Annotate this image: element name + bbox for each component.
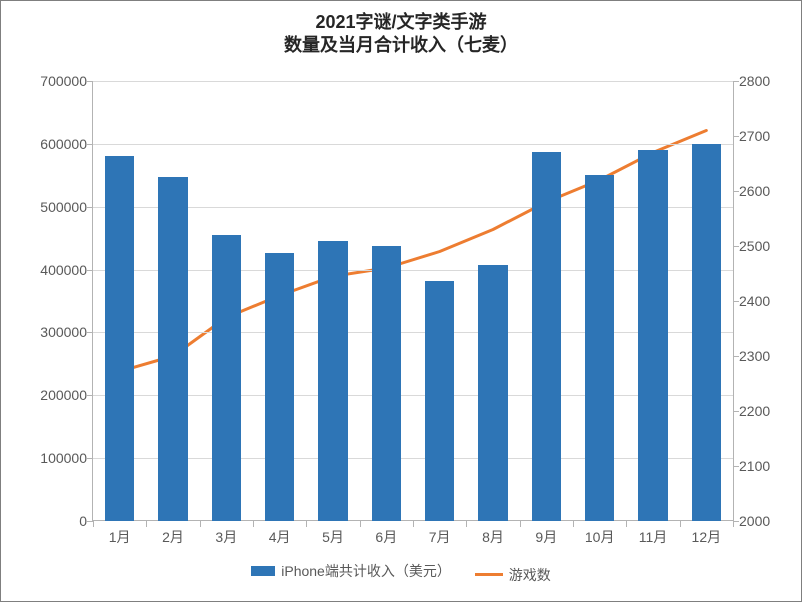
y-right-tickmark	[733, 246, 739, 247]
legend-item-line: 游戏数	[475, 565, 551, 585]
y-right-tickmark	[733, 466, 739, 467]
grid-line	[93, 144, 733, 145]
x-tickmark	[520, 521, 521, 527]
y-right-tickmark	[733, 136, 739, 137]
bar	[532, 152, 561, 521]
line-path	[120, 131, 707, 372]
y-right-tick-label: 2200	[739, 404, 770, 418]
chart-title: 2021字谜/文字类手游 数量及当月合计收入（七麦）	[1, 11, 801, 56]
x-tick-label: 9月	[535, 527, 557, 547]
y-axis-left-line	[92, 81, 93, 521]
x-tickmark	[680, 521, 681, 527]
y-right-tick-label: 2300	[739, 349, 770, 363]
y-right-tick-label: 2800	[739, 74, 770, 88]
x-tick-label: 5月	[322, 527, 344, 547]
x-tick-label: 6月	[375, 527, 397, 547]
y-left-tickmark	[87, 395, 93, 396]
x-tickmark	[573, 521, 574, 527]
bar	[638, 150, 667, 521]
y-left-tick-label: 0	[79, 514, 87, 528]
x-tick-label: 2月	[162, 527, 184, 547]
x-tick-label: 1月	[109, 527, 131, 547]
x-tick-label: 4月	[269, 527, 291, 547]
chart-title-line1: 2021字谜/文字类手游	[1, 11, 801, 34]
x-tick-label: 7月	[429, 527, 451, 547]
y-right-tickmark	[733, 356, 739, 357]
y-left-tickmark	[87, 207, 93, 208]
y-left-tick-label: 400000	[40, 263, 87, 277]
y-left-tick-label: 200000	[40, 388, 87, 402]
plot-area: 0100000200000300000400000500000600000700…	[93, 81, 733, 521]
x-tickmark	[626, 521, 627, 527]
bar	[318, 241, 347, 521]
grid-line	[93, 270, 733, 271]
bar	[265, 253, 294, 521]
y-left-tickmark	[87, 81, 93, 82]
grid-line	[93, 458, 733, 459]
y-right-tick-label: 2000	[739, 514, 770, 528]
chart-container: 2021字谜/文字类手游 数量及当月合计收入（七麦） 0100000200000…	[0, 0, 802, 602]
line-series	[93, 81, 733, 521]
y-left-tickmark	[87, 144, 93, 145]
y-left-tick-label: 500000	[40, 200, 87, 214]
y-right-tick-label: 2700	[739, 129, 770, 143]
bar	[425, 281, 454, 521]
x-tick-label: 10月	[585, 527, 615, 547]
legend-swatch-line	[475, 573, 503, 576]
y-right-tickmark	[733, 411, 739, 412]
grid-line	[93, 207, 733, 208]
x-tick-label: 12月	[692, 527, 722, 547]
y-right-tick-label: 2600	[739, 184, 770, 198]
x-tickmark	[413, 521, 414, 527]
y-left-tick-label: 600000	[40, 137, 87, 151]
grid-line	[93, 81, 733, 82]
x-tickmark	[466, 521, 467, 527]
y-left-tickmark	[87, 270, 93, 271]
bar	[372, 246, 401, 521]
bar	[105, 156, 134, 521]
y-right-tickmark	[733, 301, 739, 302]
bar	[585, 175, 614, 521]
x-tickmark	[253, 521, 254, 527]
legend-label-line: 游戏数	[509, 565, 551, 585]
y-right-tick-label: 2500	[739, 239, 770, 253]
y-right-tickmark	[733, 81, 739, 82]
bar	[158, 177, 187, 521]
y-left-tick-label: 700000	[40, 74, 87, 88]
bar	[692, 144, 721, 521]
y-right-tickmark	[733, 191, 739, 192]
x-tickmark	[93, 521, 94, 527]
y-left-tick-label: 100000	[40, 451, 87, 465]
x-tickmark	[360, 521, 361, 527]
legend-item-bars: iPhone端共计收入（美元）	[251, 561, 451, 581]
x-tickmark	[200, 521, 201, 527]
legend: iPhone端共计收入（美元） 游戏数	[1, 561, 801, 585]
bar	[478, 265, 507, 521]
x-tick-label: 11月	[639, 527, 668, 547]
chart-title-line2: 数量及当月合计收入（七麦）	[1, 34, 801, 57]
legend-swatch-bar	[251, 566, 275, 576]
y-right-tick-label: 2100	[739, 459, 770, 473]
x-tickmark	[733, 521, 734, 527]
x-tick-label: 3月	[215, 527, 237, 547]
legend-label-bars: iPhone端共计收入（美元）	[281, 561, 451, 581]
grid-line	[93, 395, 733, 396]
bar	[212, 235, 241, 521]
y-right-tick-label: 2400	[739, 294, 770, 308]
x-tickmark	[306, 521, 307, 527]
x-tick-label: 8月	[482, 527, 504, 547]
x-tickmark	[146, 521, 147, 527]
y-left-tick-label: 300000	[40, 325, 87, 339]
y-left-tickmark	[87, 332, 93, 333]
grid-line	[93, 332, 733, 333]
y-left-tickmark	[87, 458, 93, 459]
